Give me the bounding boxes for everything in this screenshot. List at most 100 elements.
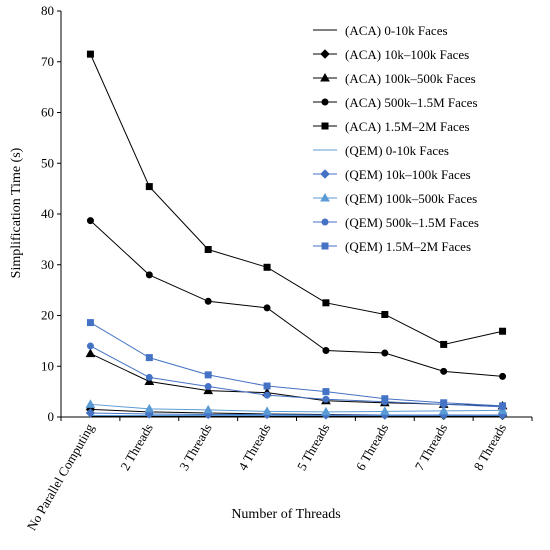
data-point xyxy=(440,340,448,348)
data-point xyxy=(322,299,330,307)
data-point xyxy=(499,402,507,410)
data-point xyxy=(85,408,96,418)
data-point xyxy=(381,395,389,403)
data-point xyxy=(440,399,448,407)
data-point xyxy=(145,271,153,279)
legend-item: (QEM) 10k–100k Faces xyxy=(313,167,471,182)
data-point xyxy=(144,403,155,413)
data-point xyxy=(86,342,94,350)
data-point xyxy=(86,50,94,58)
legend-label: (ACA) 10k–100k Faces xyxy=(345,47,469,62)
data-point xyxy=(204,246,212,254)
legend-label: (ACA) 0-10k Faces xyxy=(345,23,448,38)
series-line xyxy=(90,412,503,416)
series-line xyxy=(89,53,503,345)
series-7 xyxy=(85,399,508,416)
data-point xyxy=(86,217,94,225)
series-line xyxy=(90,345,503,408)
data-point xyxy=(320,72,330,82)
data-point xyxy=(204,371,212,379)
legend-label: (QEM) 100k–500k Faces xyxy=(345,191,477,206)
series-line xyxy=(90,353,503,407)
y-tick-label: 70 xyxy=(41,54,54,69)
y-axis-title: Simplification Time (s) xyxy=(9,147,24,278)
legend: (ACA) 0-10k Faces (ACA) 10k–100k Faces (AC… xyxy=(313,23,479,254)
data-point xyxy=(322,395,330,403)
y-tick-label: 10 xyxy=(41,358,54,373)
data-point xyxy=(204,383,212,391)
legend-item: (QEM) 0-10k Faces xyxy=(313,143,449,158)
x-tick-label: 8 Threads xyxy=(470,421,509,473)
y-tick-label: 80 xyxy=(41,3,54,18)
x-tick-label: 6 Threads xyxy=(353,421,392,473)
x-tick-label: 4 Threads xyxy=(235,421,274,473)
legend-item: (QEM) 1.5M–2M Faces xyxy=(313,239,471,254)
legend-label: (QEM) 1.5M–2M Faces xyxy=(345,239,471,254)
y-tick-label: 40 xyxy=(41,206,54,221)
data-point xyxy=(440,367,448,375)
x-tick-label: 7 Threads xyxy=(412,421,451,473)
series-line xyxy=(90,322,503,407)
data-point xyxy=(320,49,330,59)
data-point xyxy=(322,388,330,396)
data-point xyxy=(85,399,96,408)
series-3 xyxy=(86,217,507,380)
data-point xyxy=(321,122,329,130)
data-point xyxy=(263,304,271,312)
data-point xyxy=(381,310,389,318)
data-point xyxy=(262,406,272,415)
data-point xyxy=(145,373,153,381)
y-tick-label: 60 xyxy=(41,105,54,120)
data-point xyxy=(321,406,331,416)
legend-item: (QEM) 100k–500k Faces xyxy=(313,191,477,206)
legend-item: (ACA) 1.5M–2M Faces xyxy=(313,119,470,134)
data-point xyxy=(263,382,271,390)
data-point xyxy=(203,404,214,414)
data-point xyxy=(322,347,330,355)
data-point xyxy=(263,391,271,399)
data-point xyxy=(203,385,214,395)
series-layer xyxy=(85,50,508,421)
data-point xyxy=(145,183,153,191)
x-axis-title: Number of Threads xyxy=(231,507,340,522)
x-tick-label: No Parallel Computing xyxy=(24,421,98,533)
data-point xyxy=(321,242,329,250)
y-tick-label: 20 xyxy=(41,308,54,323)
data-point xyxy=(86,319,94,327)
data-point xyxy=(85,348,96,358)
legend-item: (ACA) 10k–100k Faces xyxy=(313,47,469,62)
series-line xyxy=(90,220,503,377)
data-point xyxy=(145,354,153,362)
y-tick-label: 30 xyxy=(41,257,54,272)
y-tick-label: 0 xyxy=(48,409,55,424)
data-point xyxy=(381,349,389,357)
data-point xyxy=(204,297,212,305)
legend-label: (QEM) 10k–100k Faces xyxy=(345,167,471,182)
data-point xyxy=(144,376,155,385)
legend-label: (ACA) 100k–500k Faces xyxy=(345,71,476,86)
data-point xyxy=(499,327,507,335)
data-point xyxy=(320,192,330,202)
x-tick-label: 2 Threads xyxy=(117,421,156,473)
y-tick-label: 50 xyxy=(41,155,54,170)
data-point xyxy=(438,405,449,415)
data-point xyxy=(320,169,330,179)
series-line xyxy=(90,403,503,413)
series-4 xyxy=(86,50,507,348)
legend-item: (ACA) 100k–500k Faces xyxy=(313,71,476,86)
data-point xyxy=(499,372,507,380)
legend-label: (ACA) 500k–1.5M Faces xyxy=(345,95,478,110)
legend-item: (ACA) 500k–1.5M Faces xyxy=(313,95,478,110)
x-tick-label: 3 Threads xyxy=(176,421,215,473)
data-point xyxy=(321,98,329,106)
data-point xyxy=(379,406,390,415)
series-9 xyxy=(86,319,507,410)
x-tick-label: 5 Threads xyxy=(294,421,333,473)
data-point xyxy=(263,263,271,271)
legend-item: (QEM) 500k–1.5M Faces xyxy=(313,215,479,230)
legend-label: (QEM) 500k–1.5M Faces xyxy=(345,215,479,230)
legend-label: (ACA) 1.5M–2M Faces xyxy=(345,119,470,134)
legend-item: (ACA) 0-10k Faces xyxy=(313,23,448,38)
data-point xyxy=(321,218,329,226)
